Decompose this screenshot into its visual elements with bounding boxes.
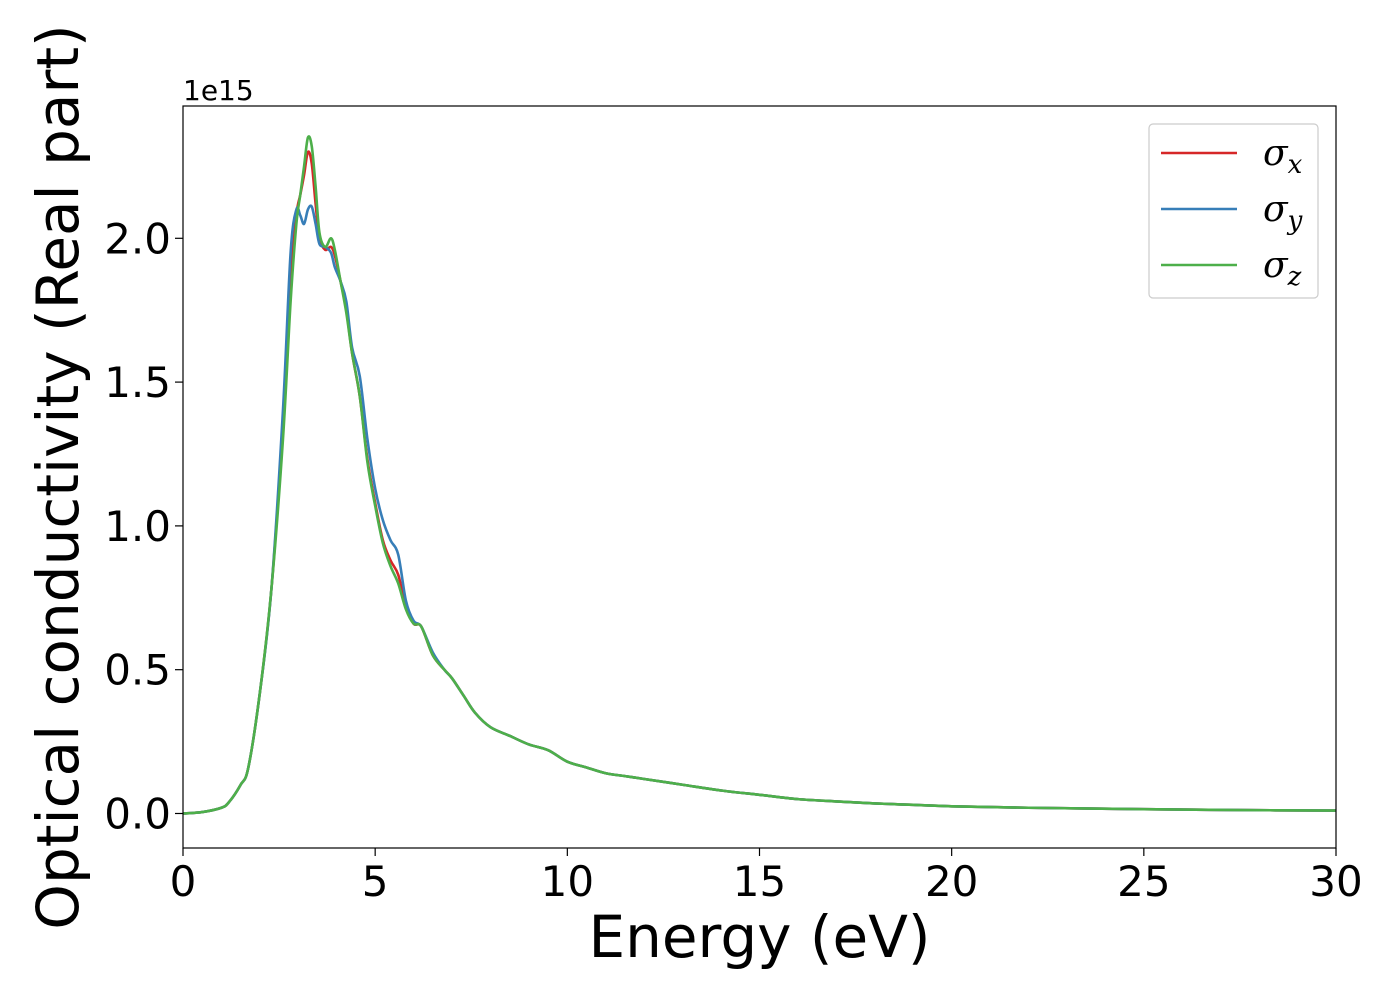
x-tick-label: 15 [733, 857, 786, 906]
x-tick-label: 0 [170, 857, 197, 906]
x-tick-label: 5 [362, 857, 389, 906]
legend: σx σy σz [1148, 123, 1319, 299]
x-tick-label: 30 [1309, 857, 1362, 906]
series-line-z [183, 135, 1336, 815]
legend-label-z: σz [1263, 245, 1302, 292]
y-tick-label: 0.0 [104, 789, 171, 838]
x-tick-label: 20 [925, 857, 978, 906]
y-axis-ticks: 0.0 0.5 1.0 1.5 2.0 [104, 214, 183, 838]
y-axis-title: Optical conductivity (Real part) [24, 24, 92, 929]
y-tick-label: 2.0 [104, 214, 171, 263]
y-tick-label: 1.0 [104, 502, 171, 551]
y-tick-label: 0.5 [104, 646, 171, 695]
legend-label-x: σx [1263, 133, 1303, 180]
x-axis-ticks: 0 5 10 15 20 25 30 [170, 848, 1363, 906]
y-tick-label: 1.5 [104, 358, 171, 407]
series-layer [183, 135, 1336, 815]
x-axis-title: Energy (eV) [588, 903, 930, 971]
x-tick-label: 10 [541, 857, 594, 906]
x-tick-label: 25 [1117, 857, 1170, 906]
legend-box [1148, 123, 1319, 299]
legend-label-y: σy [1263, 189, 1303, 236]
y-offset-label: 1e15 [183, 74, 254, 107]
